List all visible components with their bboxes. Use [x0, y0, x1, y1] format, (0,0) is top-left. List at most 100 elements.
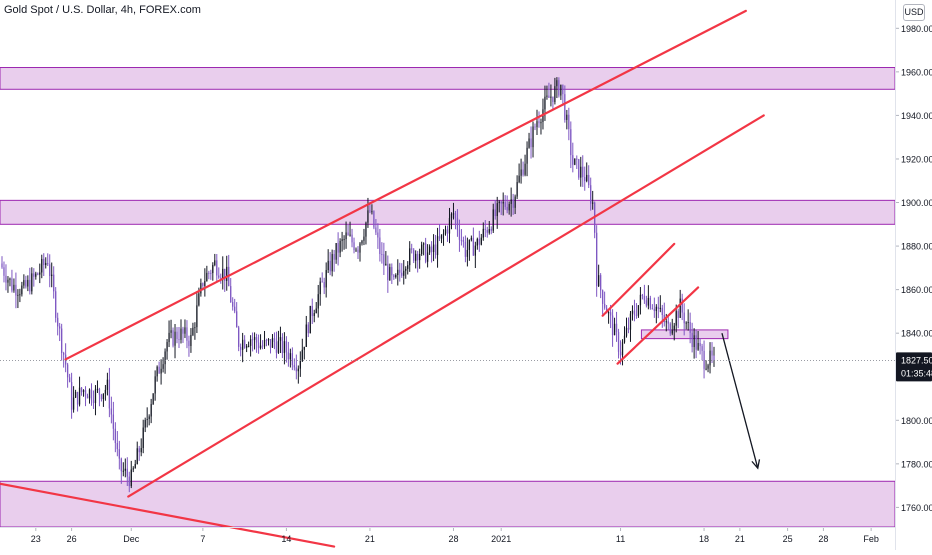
- candle-body-249: [496, 203, 498, 217]
- candle-body-111: [222, 268, 224, 279]
- candle-body-37: [74, 392, 77, 398]
- candle-body-119: [238, 327, 240, 347]
- candle-body-102: [204, 281, 206, 286]
- candle-body-189: [377, 232, 379, 238]
- x-tick-label-6: 28: [448, 534, 458, 544]
- candle-body-284: [566, 114, 568, 120]
- candles-layer: [1, 77, 715, 493]
- candle-body-90: [180, 328, 182, 340]
- candle-body-186: [371, 211, 373, 213]
- candle-body-196: [391, 267, 393, 276]
- trendlines-layer: [0, 9, 895, 548]
- candle-body-176: [351, 234, 353, 243]
- candle-body-147: [293, 365, 296, 368]
- candle-body-43: [86, 395, 89, 399]
- candle-body-334: [665, 321, 667, 323]
- candle-body-255: [508, 204, 510, 211]
- candle-body-180: [359, 243, 361, 253]
- candle-body-164: [327, 260, 329, 271]
- candle-body-306: [609, 312, 612, 316]
- candle-body-310: [617, 332, 620, 352]
- candle-body-251: [500, 201, 502, 204]
- candle-body-69: [138, 448, 140, 453]
- candle-body-339: [675, 311, 677, 326]
- candle-body-302: [601, 290, 604, 304]
- x-tick-label-4: 14: [281, 534, 291, 544]
- candle-body-44: [88, 389, 91, 399]
- candle-body-350: [697, 343, 699, 350]
- candle-body-6: [13, 284, 15, 291]
- candle-body-314: [625, 327, 628, 336]
- candle-body-33: [66, 364, 69, 378]
- candle-body-316: [629, 313, 632, 330]
- candle-body-48: [96, 388, 99, 390]
- candle-body-55: [110, 408, 113, 415]
- trendline-3: [601, 242, 676, 317]
- candle-body-40: [80, 387, 83, 393]
- candle-body-192: [383, 254, 385, 266]
- candle-body-54: [108, 379, 111, 409]
- candle-body-15: [31, 273, 33, 292]
- candle-body-126: [251, 339, 254, 341]
- candle-body-211: [420, 244, 423, 254]
- candle-body-132: [263, 340, 266, 347]
- candle-body-36: [72, 397, 75, 410]
- candle-body-275: [548, 95, 550, 98]
- candle-body-1: [3, 267, 5, 276]
- candle-body-287: [572, 155, 574, 165]
- candle-body-150: [299, 360, 301, 369]
- candle-body-85: [170, 330, 172, 333]
- candle-body-262: [522, 169, 524, 175]
- candle-body-34: [68, 377, 71, 383]
- candle-body-168: [335, 243, 337, 260]
- candle-body-235: [468, 239, 471, 250]
- candle-body-49: [98, 388, 101, 395]
- candle-body-133: [265, 340, 268, 342]
- candle-body-148: [295, 367, 297, 372]
- candle-body-243: [484, 228, 486, 230]
- x-tick-label-10: 21: [735, 534, 745, 544]
- candle-body-98: [196, 305, 198, 328]
- candle-body-122: [243, 339, 246, 348]
- candle-body-347: [691, 332, 693, 348]
- candle-body-170: [339, 240, 341, 253]
- y-tick-label-2: 1800.00: [901, 416, 932, 426]
- candle-body-51: [102, 393, 105, 400]
- candle-body-53: [106, 379, 109, 390]
- candle-body-61: [122, 470, 124, 472]
- trendline-1: [127, 114, 765, 498]
- candle-body-94: [188, 340, 190, 347]
- candle-body-351: [699, 343, 701, 347]
- candle-body-52: [104, 389, 107, 394]
- candle-body-72: [144, 419, 146, 428]
- candle-body-129: [257, 342, 260, 349]
- candle-body-199: [397, 269, 399, 276]
- candle-body-last: [713, 355, 715, 361]
- candle-body-155: [309, 305, 311, 334]
- candle-body-95: [190, 334, 192, 347]
- candle-body-83: [166, 342, 168, 352]
- candle-body-254: [506, 206, 508, 211]
- candle-body-25: [51, 274, 53, 276]
- candle-body-128: [255, 337, 258, 343]
- candle-body-335: [667, 321, 669, 324]
- candle-body-146: [291, 353, 294, 366]
- currency-button[interactable]: USD: [903, 4, 925, 21]
- candle-body-256: [510, 199, 512, 205]
- candle-body-177: [353, 242, 355, 251]
- candle-body-174: [347, 232, 349, 236]
- candle-body-288: [574, 158, 576, 165]
- candle-body-286: [570, 129, 572, 156]
- candle-body-321: [639, 294, 642, 306]
- candle-body-104: [208, 272, 210, 274]
- candle-body-7: [15, 284, 17, 296]
- candle-body-215: [428, 246, 431, 253]
- candle-body-324: [645, 300, 648, 306]
- candle-body-183: [365, 222, 367, 237]
- candle-body-216: [430, 246, 433, 253]
- trendline-0: [64, 9, 747, 361]
- x-tick-label-0: 23: [31, 534, 41, 544]
- x-tick-label-11: 25: [783, 534, 793, 544]
